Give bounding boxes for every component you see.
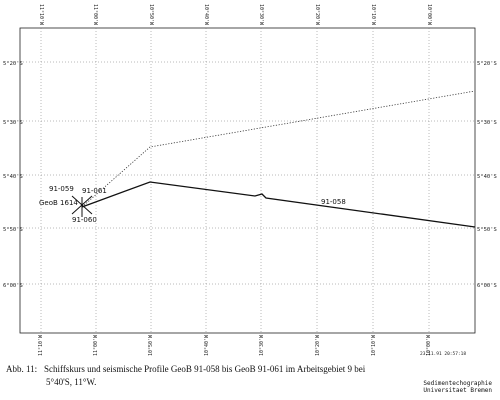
latitude-labels-right: 5°20'S 5°30'S 5°40'S 5°50'S 6°00'S [477,61,497,289]
lat-label: 5°40'S [3,174,23,180]
lon-label: 10°20'W [314,4,320,26]
lat-label: 5°50'S [3,227,23,233]
profile-labels: 91-059 91-061 GeoB 1614 91-060 91-058 [39,185,346,224]
lon-label: 10°50'W [148,334,154,356]
lon-label: 10°20'W [315,334,321,356]
lon-label: 10°40'W [203,4,209,26]
lat-label: 6°00'S [3,283,23,289]
lon-label: 10°40'W [204,334,210,356]
lon-label: 11°10'W [38,4,44,26]
lon-label: 10°10'W [371,334,377,356]
lon-label: 10°50'W [148,4,154,26]
label-91-059: 91-059 [49,185,74,193]
lon-label: 10°30'W [258,4,264,26]
longitude-labels-bottom: 11°10'W 11°00'W 10°50'W 10°40'W 10°30'W … [38,334,432,356]
lat-label: 5°50'S [477,227,497,233]
lat-label: 5°20'S [3,61,23,67]
lon-label: 10°10'W [370,4,376,26]
institute-stamp: Sedimentechographie Universitaet Bremen [423,380,492,394]
lon-label: 11°00'W [92,4,98,26]
label-geob-1614: GeoB 1614 [39,199,78,207]
dotted-ship-track [81,90,476,208]
caption-line-2: 5°40'S, 11°W. [46,377,97,387]
label-91-058: 91-058 [321,198,346,206]
lat-label: 5°30'S [477,120,497,126]
lon-label: 10°00'W [426,334,432,356]
lon-label: 11°10'W [38,334,44,356]
figure-number: Abb. 11: [6,364,38,374]
longitude-labels-top: 11°10'W 11°00'W 10°50'W 10°40'W 10°30'W … [38,4,432,26]
label-91-061: 91-061 [82,187,107,195]
lat-label: 5°20'S [477,61,497,67]
institute-line-2: Universitaet Bremen [423,387,492,394]
lon-label: 10°30'W [259,334,265,356]
lon-label: 11°00'W [93,334,99,356]
station-cross-geob-1614 [71,195,93,217]
lat-label: 5°40'S [477,174,497,180]
profile-91-058-track [81,181,476,228]
lat-label: 5°30'S [3,120,23,126]
institute-line-1: Sedimentechographie [423,380,492,387]
lon-label: 10°00'W [426,4,432,26]
graticule [20,28,475,333]
figure-caption: Abb. 11: Schiffskurs und seismische Profi… [6,363,365,389]
lat-label: 6°00'S [477,283,497,289]
ship-track-map: 5°20'S 5°30'S 5°40'S 5°50'S 6°00'S 5°20'… [3,4,497,356]
latitude-labels-left: 5°20'S 5°30'S 5°40'S 5°50'S 6°00'S [3,61,23,289]
label-91-060: 91-060 [72,216,97,224]
map-frame [19,27,476,334]
caption-line-1: Schiffskurs und seismische Profile GeoB … [44,364,366,374]
plot-timestamp: 23.11.91 20:57:18 [420,352,467,357]
